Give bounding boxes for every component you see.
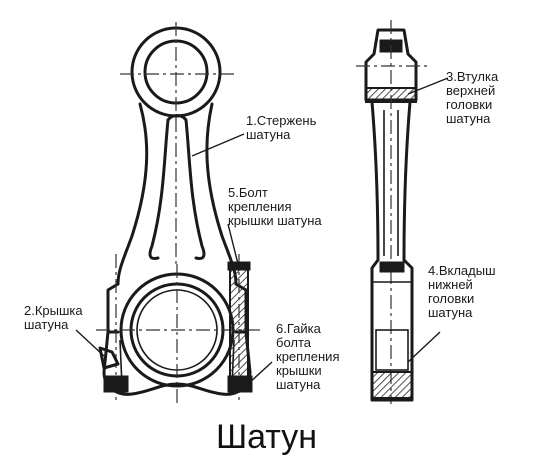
label-bolt: 5.Болт крепления крышки шатуна xyxy=(228,185,322,228)
label-bearing: 4.Вкладыш нижней головки шатуна xyxy=(428,263,496,320)
rod-groove xyxy=(148,114,206,260)
diagram-title: Шатун xyxy=(215,418,318,456)
label-nut: 6.Гайка болта крепления крышки шатуна xyxy=(276,321,340,392)
leader-lines xyxy=(75,77,449,385)
nut-left xyxy=(103,375,129,393)
side-rod xyxy=(370,100,412,262)
side-big-end xyxy=(370,258,414,402)
label-cap: 2.Крышка шатуна xyxy=(24,303,83,332)
nut-right xyxy=(227,375,253,393)
front-view xyxy=(96,22,262,404)
side-bearing xyxy=(371,371,413,399)
rod-body-outline xyxy=(116,102,238,286)
label-bushing: 3.Втулка верхней головки шатуна xyxy=(446,69,499,126)
side-view xyxy=(356,20,430,404)
label-rod: 1.Стержень шатуна xyxy=(246,113,317,142)
